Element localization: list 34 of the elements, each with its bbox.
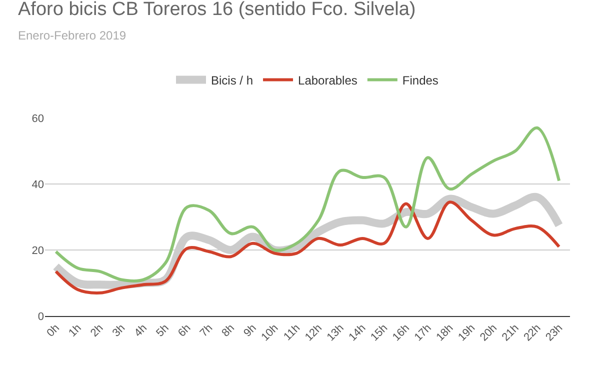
x-tick-label: 18h <box>434 322 456 344</box>
x-tick-label: 11h <box>282 322 303 344</box>
x-tick-label: 14h <box>346 322 368 344</box>
x-tick-label: 21h <box>500 322 522 344</box>
x-tick-label: 9h <box>242 322 259 340</box>
x-tick-label: 17h <box>412 322 434 344</box>
x-tick-label: 19h <box>456 322 478 344</box>
x-tick-label: 20h <box>478 322 500 344</box>
x-tick-label: 8h <box>220 322 237 340</box>
legend-label: Bicis / h <box>211 73 254 88</box>
chart-subtitle: Enero-Febrero 2019 <box>18 28 126 43</box>
x-tick-label: 7h <box>198 322 216 340</box>
chart-title: Aforo bicis CB Toreros 16 (sentido Fco. Silvela) <box>18 0 416 20</box>
legend-label: Laborables <box>298 73 358 88</box>
x-tick-label: 15h <box>368 322 390 344</box>
x-tick-label: 12h <box>302 322 324 344</box>
y-tick-label: 40 <box>32 178 44 191</box>
x-tick-label: 10h <box>259 322 281 344</box>
line-series <box>54 126 561 282</box>
x-tick-label: 16h <box>390 322 412 344</box>
x-tick-label: 3h <box>110 322 128 340</box>
x-tick-label: 22h <box>522 322 544 344</box>
x-tick-label: 13h <box>324 322 346 344</box>
x-tick-label: 6h <box>176 322 194 340</box>
x-tick-label: 2h <box>88 322 106 340</box>
x-tick-label: 4h <box>132 322 150 340</box>
legend-label: Findes <box>402 73 438 88</box>
x-tick-label: 5h <box>154 322 172 340</box>
x-tick-label: 0h <box>44 322 62 340</box>
x-tick-label: 23h <box>544 322 566 344</box>
y-tick-label: 0 <box>38 310 44 323</box>
x-tick-label: 1h <box>66 322 84 340</box>
y-tick-label: 20 <box>32 244 44 257</box>
y-tick-label: 60 <box>32 112 44 125</box>
